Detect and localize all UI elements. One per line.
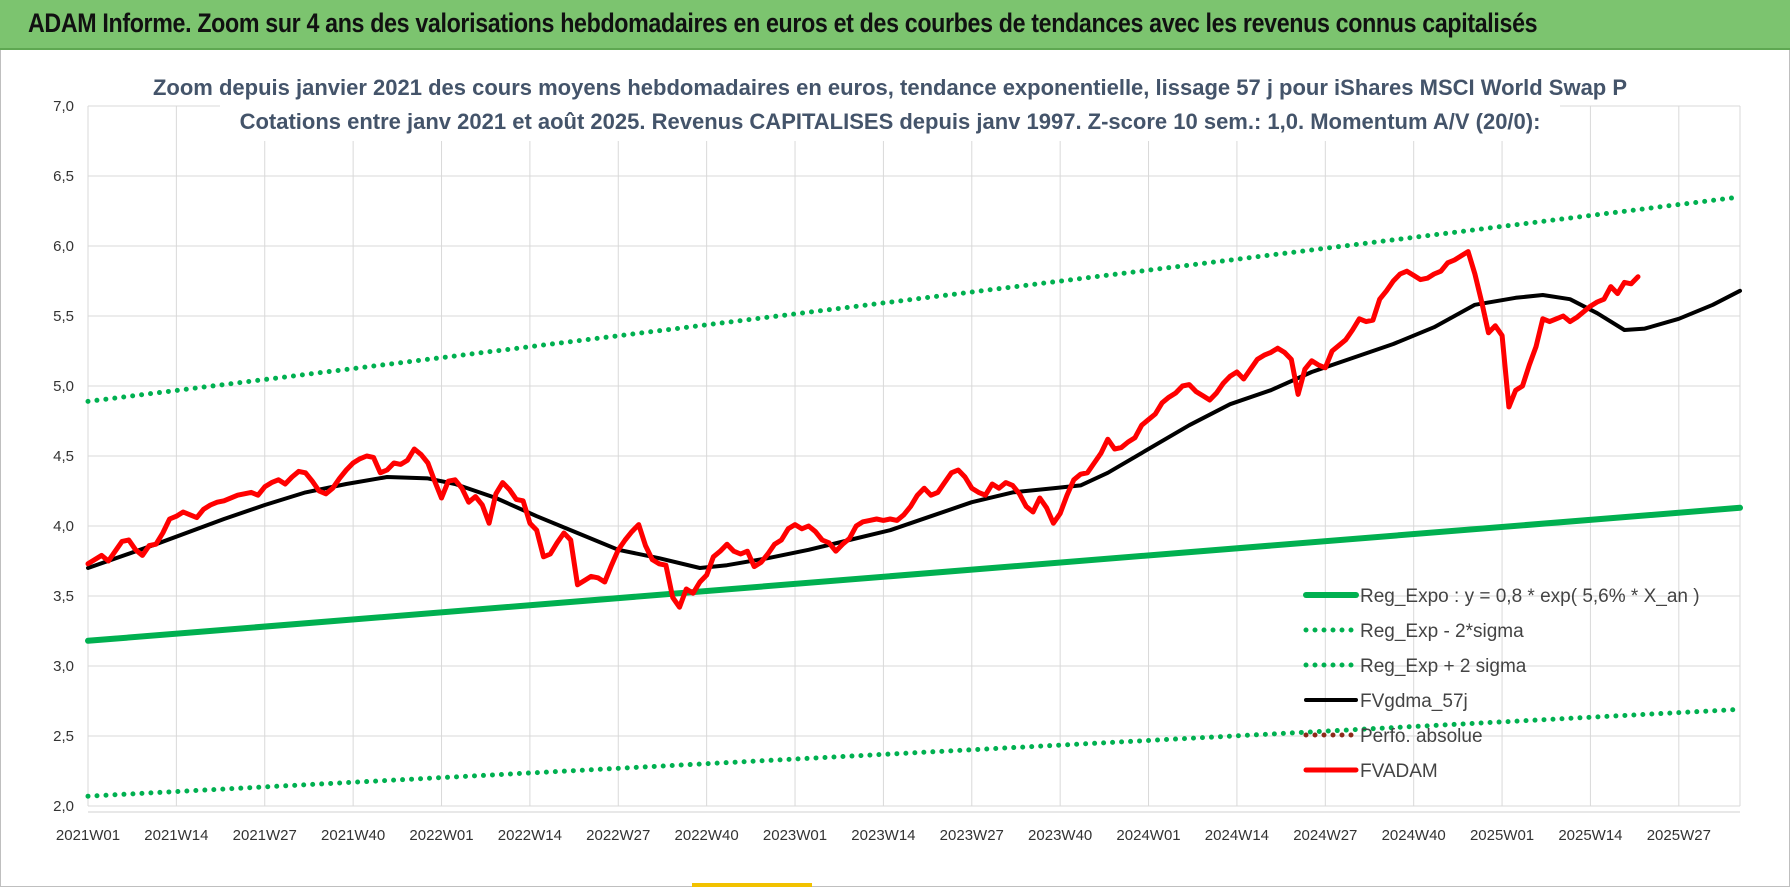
legend: Reg_Expo : y = 0,8 * exp( 5,6% * X_an ) R… bbox=[1303, 586, 1700, 782]
series-line-fvadam bbox=[85, 249, 1641, 610]
y-tick-label: 5,0 bbox=[53, 378, 74, 395]
x-tick-label: 2021W14 bbox=[144, 827, 208, 844]
report-title: ADAM Informe. Zoom sur 4 ans des valoris… bbox=[28, 8, 1538, 38]
x-tick-label: 2023W27 bbox=[940, 827, 1004, 844]
report-banner: ADAM Informe. Zoom sur 4 ans des valoris… bbox=[0, 0, 1790, 50]
legend-label: FVADAM bbox=[1360, 761, 1438, 782]
x-tick-label: 2024W40 bbox=[1382, 827, 1446, 844]
x-tick-label: 2024W01 bbox=[1116, 827, 1180, 844]
title-backdrop bbox=[220, 67, 1560, 141]
series-lines bbox=[85, 194, 1743, 799]
x-tick-label: 2022W27 bbox=[586, 827, 650, 844]
y-axis-ticks: 7,0 6,5 6,0 5,5 5,0 4,5 4,0 3,5 3,0 2,5 2,0 bbox=[53, 98, 74, 815]
x-tick-label: 2025W27 bbox=[1647, 827, 1711, 844]
x-tick-label: 2021W01 bbox=[56, 827, 120, 844]
accent-mark bbox=[692, 883, 812, 887]
x-axis-ticks: 2021W01 2021W14 2021W27 2021W40 2022W01 2022W… bbox=[56, 827, 1711, 844]
x-tick-label: 2022W40 bbox=[675, 827, 739, 844]
x-tick-label: 2022W14 bbox=[498, 827, 562, 844]
chart-subtitle: Cotations entre janv 2021 et août 2025. … bbox=[240, 109, 1541, 134]
x-tick-label: 2022W01 bbox=[409, 827, 473, 844]
y-tick-label: 2,0 bbox=[53, 798, 74, 815]
legend-label: Reg_Exp - 2*sigma bbox=[1360, 621, 1524, 642]
y-tick-label: 4,5 bbox=[53, 448, 74, 465]
x-tick-label: 2025W14 bbox=[1558, 827, 1622, 844]
y-tick-label: 3,5 bbox=[53, 588, 74, 605]
y-tick-label: 7,0 bbox=[53, 98, 74, 115]
x-tick-label: 2021W40 bbox=[321, 827, 385, 844]
x-tick-label: 2023W14 bbox=[851, 827, 915, 844]
chart-title: Zoom depuis janvier 2021 des cours moyen… bbox=[153, 75, 1627, 100]
y-tick-label: 2,5 bbox=[53, 728, 74, 745]
y-tick-label: 4,0 bbox=[53, 518, 74, 535]
legend-label: Perfo. absolue bbox=[1360, 726, 1483, 747]
x-tick-label: 2021W27 bbox=[233, 827, 297, 844]
legend-label: FVgdma_57j bbox=[1360, 691, 1468, 712]
series-line-reg-expo-y-0-8-exp-5-6-x-an bbox=[85, 504, 1743, 644]
series-line-reg-exp-2-sigma bbox=[85, 706, 1743, 799]
y-tick-label: 6,0 bbox=[53, 238, 74, 255]
x-tick-label: 2023W01 bbox=[763, 827, 827, 844]
legend-label: Reg_Expo : y = 0,8 * exp( 5,6% * X_an ) bbox=[1360, 586, 1700, 607]
x-tick-label: 2023W40 bbox=[1028, 827, 1092, 844]
x-tick-label: 2024W14 bbox=[1205, 827, 1269, 844]
x-tick-label: 2025W01 bbox=[1470, 827, 1534, 844]
y-tick-label: 5,5 bbox=[53, 308, 74, 325]
grid-lines bbox=[87, 105, 1741, 813]
series-line-reg-exp-2-sigma bbox=[85, 194, 1743, 404]
y-tick-label: 6,5 bbox=[53, 168, 74, 185]
x-tick-label: 2024W27 bbox=[1293, 827, 1357, 844]
legend-label: Reg_Exp + 2 sigma bbox=[1360, 656, 1527, 677]
y-tick-label: 3,0 bbox=[53, 658, 74, 675]
